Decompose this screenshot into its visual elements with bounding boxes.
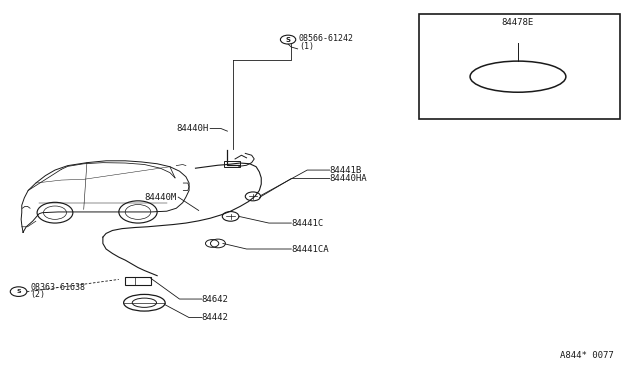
Text: 84442: 84442: [202, 313, 228, 322]
Bar: [125, 277, 151, 285]
Text: 84440M: 84440M: [144, 193, 176, 202]
Text: 84441B: 84441B: [330, 166, 362, 174]
Text: A844* 0077: A844* 0077: [560, 351, 614, 360]
Text: S: S: [16, 289, 21, 294]
Text: 08566-61242: 08566-61242: [299, 34, 354, 43]
Text: 84441C: 84441C: [291, 219, 323, 228]
Bar: [419, 14, 620, 119]
Text: 08363-61638: 08363-61638: [30, 283, 85, 292]
Text: 84642: 84642: [202, 295, 228, 304]
Text: S: S: [285, 36, 291, 43]
Text: 84440HA: 84440HA: [330, 174, 367, 183]
Text: 84441CA: 84441CA: [291, 244, 329, 253]
Text: (1): (1): [299, 42, 314, 51]
Text: 84440H: 84440H: [176, 124, 208, 133]
Bar: [224, 161, 240, 167]
Text: (2): (2): [30, 290, 45, 299]
Text: 84478E: 84478E: [502, 19, 534, 28]
